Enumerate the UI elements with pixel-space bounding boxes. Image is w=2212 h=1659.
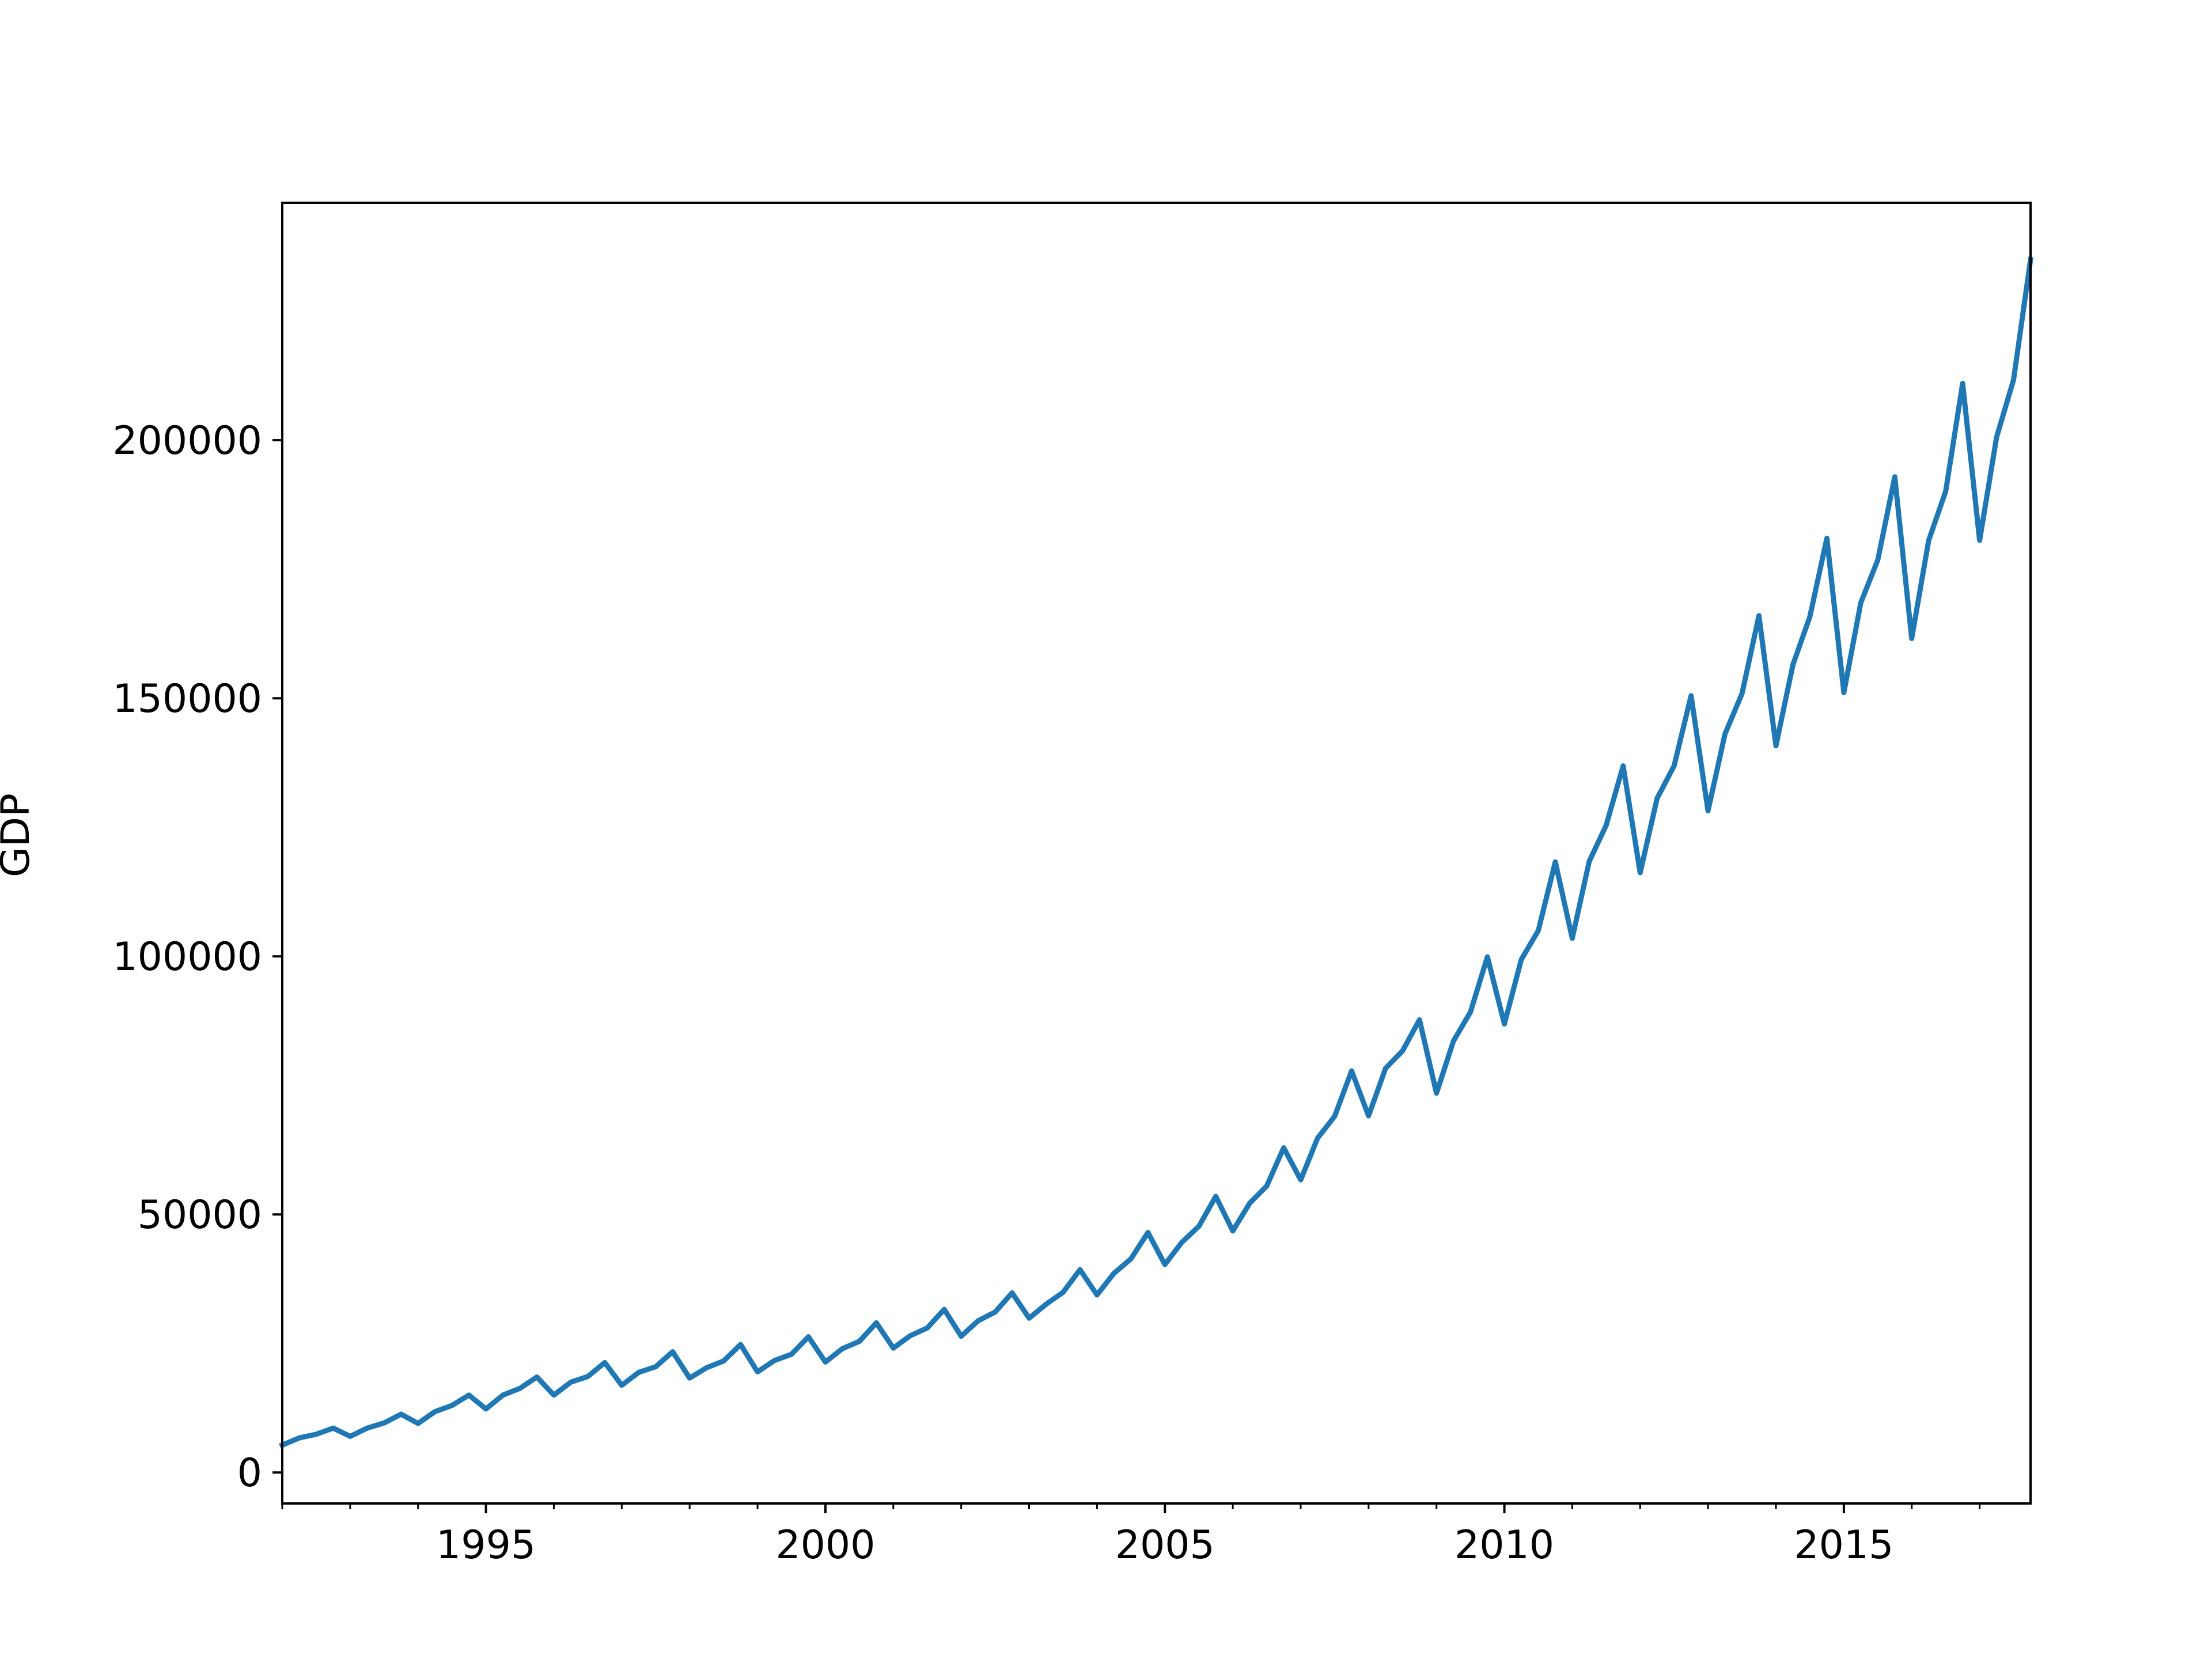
y-axis-label: GDP — [0, 793, 39, 877]
x-tick-label: 2010 — [1455, 1522, 1554, 1568]
y-tick-label: 0 — [237, 1450, 262, 1496]
y-tick-label: 200000 — [112, 418, 262, 464]
x-tick-label: 2000 — [775, 1522, 875, 1568]
series-line-0 — [279, 256, 2034, 1449]
y-tick-label: 50000 — [138, 1192, 262, 1238]
x-tick-label: 2015 — [1794, 1522, 1893, 1568]
y-tick-label: 150000 — [112, 676, 262, 722]
x-tick-label: 2005 — [1115, 1522, 1215, 1568]
y-tick-label: 100000 — [112, 934, 262, 980]
plot-area: 1995 2000 2005 2010 2015 0 50000 100000 150000 20… — [112, 202, 2034, 1568]
axes-frame — [281, 202, 2032, 1505]
x-tick-label: 1995 — [436, 1522, 536, 1568]
